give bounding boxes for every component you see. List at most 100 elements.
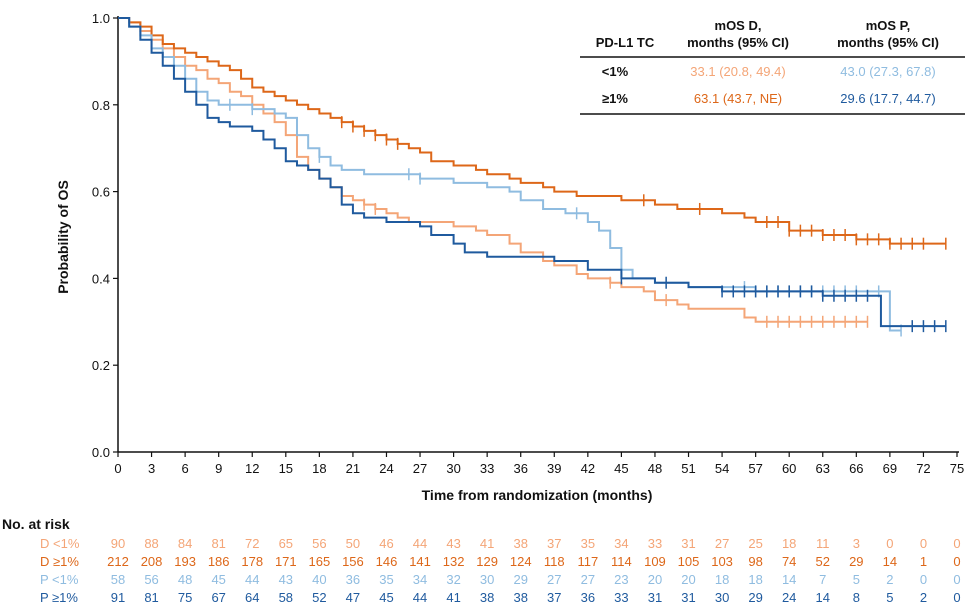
at-risk-value: 27 xyxy=(715,536,729,551)
at-risk-title: No. at risk xyxy=(2,516,70,532)
x-tick-label: 27 xyxy=(413,461,427,476)
at-risk-value: 212 xyxy=(107,554,129,569)
at-risk-value: 35 xyxy=(581,536,595,551)
series-layer xyxy=(118,17,947,337)
at-risk-value: 30 xyxy=(715,590,729,605)
at-risk-value: 0 xyxy=(886,536,893,551)
at-risk-value: 36 xyxy=(346,572,360,587)
legend-header-mos-d-ci: months (95% CI) xyxy=(687,35,789,50)
at-risk-value: 74 xyxy=(782,554,796,569)
at-risk-value: 81 xyxy=(144,590,158,605)
at-risk-table: No. at risk D <1% 90 88 84 81 72 65 56 50 46 44 43 4… xyxy=(2,516,961,605)
x-tick-label: 63 xyxy=(816,461,830,476)
legend-header-mos-d: mOS D, xyxy=(715,18,762,33)
at-risk-value: 105 xyxy=(678,554,700,569)
at-risk-value: 132 xyxy=(443,554,465,569)
at-risk-value: 0 xyxy=(920,572,927,587)
at-risk-value: 44 xyxy=(413,590,427,605)
at-risk-value: 46 xyxy=(379,536,393,551)
y-tick-label: 0.2 xyxy=(92,358,110,373)
x-tick-label: 75 xyxy=(950,461,964,476)
x-tick-label: 21 xyxy=(346,461,360,476)
at-risk-value: 124 xyxy=(510,554,532,569)
at-risk-value: 33 xyxy=(614,590,628,605)
series-d-ge1 xyxy=(118,17,947,250)
at-risk-value: 31 xyxy=(648,590,662,605)
at-risk-value: 118 xyxy=(544,554,565,569)
at-risk-value: 146 xyxy=(376,554,398,569)
at-risk-value: 8 xyxy=(853,590,860,605)
at-risk-value: 38 xyxy=(513,536,527,551)
legend-table: PD-L1 TC mOS D, months (95% CI) mOS P, m… xyxy=(580,18,965,115)
at-risk-value: 38 xyxy=(480,590,494,605)
x-tick-label: 54 xyxy=(715,461,729,476)
x-tick-label: 15 xyxy=(279,461,293,476)
at-risk-value: 44 xyxy=(413,536,427,551)
at-risk-value: 14 xyxy=(883,554,897,569)
at-risk-value: 171 xyxy=(275,554,297,569)
at-risk-row-label: P ≥1% xyxy=(40,590,78,605)
at-risk-value: 35 xyxy=(379,572,393,587)
at-risk-value: 27 xyxy=(581,572,595,587)
at-risk-value: 178 xyxy=(241,554,263,569)
y-tick-label: 0.6 xyxy=(92,185,110,200)
at-risk-value: 32 xyxy=(446,572,460,587)
x-tick-label: 60 xyxy=(782,461,796,476)
at-risk-value: 33 xyxy=(648,536,662,551)
at-risk-value: 18 xyxy=(715,572,729,587)
at-risk-value: 90 xyxy=(111,536,125,551)
curve-d-ge1 xyxy=(118,17,946,245)
at-risk-value: 41 xyxy=(480,536,494,551)
at-risk-value: 129 xyxy=(476,554,498,569)
at-risk-value: 30 xyxy=(480,572,494,587)
at-risk-value: 37 xyxy=(547,590,561,605)
x-tick-label: 39 xyxy=(547,461,561,476)
x-tick-label: 24 xyxy=(379,461,393,476)
x-tick-label: 9 xyxy=(215,461,222,476)
at-risk-value: 156 xyxy=(342,554,364,569)
at-risk-value: 75 xyxy=(178,590,192,605)
x-tick-label: 6 xyxy=(182,461,189,476)
at-risk-value: 109 xyxy=(644,554,666,569)
at-risk-value: 88 xyxy=(144,536,158,551)
at-risk-value: 65 xyxy=(279,536,293,551)
at-risk-value: 0 xyxy=(953,554,960,569)
legend-row-mos-d-high: 63.1 (43.7, NE) xyxy=(694,91,782,106)
at-risk-value: 7 xyxy=(819,572,826,587)
at-risk-value: 43 xyxy=(279,572,293,587)
at-risk-value: 117 xyxy=(577,554,598,569)
at-risk-value: 72 xyxy=(245,536,259,551)
legend-row-mos-p-low: 43.0 (27.3, 67.8) xyxy=(840,64,935,79)
series-d-lt1 xyxy=(118,17,869,328)
legend-row-group-low: <1% xyxy=(602,64,629,79)
series-p-ge1 xyxy=(118,17,947,333)
at-risk-value: 34 xyxy=(614,536,628,551)
at-risk-value: 67 xyxy=(211,590,225,605)
at-risk-value: 34 xyxy=(413,572,427,587)
at-risk-value: 45 xyxy=(379,590,393,605)
legend-header-mos-p: mOS P, xyxy=(866,18,911,33)
at-risk-value: 23 xyxy=(614,572,628,587)
at-risk-value: 40 xyxy=(312,572,326,587)
at-risk-value: 20 xyxy=(681,572,695,587)
legend-row-mos-d-low: 33.1 (20.8, 49.4) xyxy=(690,64,785,79)
at-risk-value: 2 xyxy=(920,590,927,605)
at-risk-value: 29 xyxy=(748,590,762,605)
at-risk-value: 2 xyxy=(886,572,893,587)
at-risk-value: 29 xyxy=(513,572,527,587)
at-risk-value: 24 xyxy=(782,590,796,605)
y-axis-title: Probability of OS xyxy=(55,180,71,294)
at-risk-row-label: D <1% xyxy=(40,536,80,551)
legend-header-group: PD-L1 TC xyxy=(596,35,655,50)
at-risk-value: 36 xyxy=(581,590,595,605)
at-risk-value: 84 xyxy=(178,536,192,551)
at-risk-value: 52 xyxy=(312,590,326,605)
at-risk-value: 31 xyxy=(681,536,695,551)
at-risk-value: 18 xyxy=(748,572,762,587)
at-risk-row-label: D ≥1% xyxy=(40,554,79,569)
at-risk-value: 45 xyxy=(211,572,225,587)
legend-row-mos-p-high: 29.6 (17.7, 44.7) xyxy=(840,91,935,106)
at-risk-value: 25 xyxy=(748,536,762,551)
x-tick-label: 18 xyxy=(312,461,326,476)
